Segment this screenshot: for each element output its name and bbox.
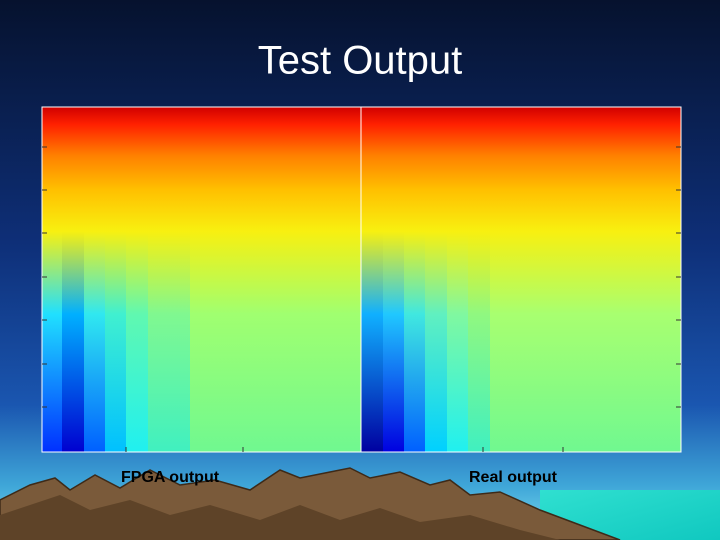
panel-label: FPGA output [121,469,220,486]
heatmap-stripe [447,107,468,452]
heatmap-stripe [105,107,126,452]
heatmap-stripe [62,107,84,452]
heatmap-stripe [190,107,361,452]
heatmap-stripe [126,107,148,452]
heatmap-stripe [490,107,681,452]
slide-title: Test Output [258,39,463,83]
heatmap-stripe [425,107,447,452]
heatmap-stripe [42,107,62,452]
heatmap-stripe [404,107,425,452]
heatmap-image [41,106,682,453]
heatmap-stripe [84,107,105,452]
heatmap-stripe [361,107,383,452]
panel-label: Real output [469,469,558,486]
heatmap-stripe [468,107,490,452]
heatmap-stripe [383,107,404,452]
mountain-shade [0,495,560,540]
heatmap-stripe [148,107,190,452]
